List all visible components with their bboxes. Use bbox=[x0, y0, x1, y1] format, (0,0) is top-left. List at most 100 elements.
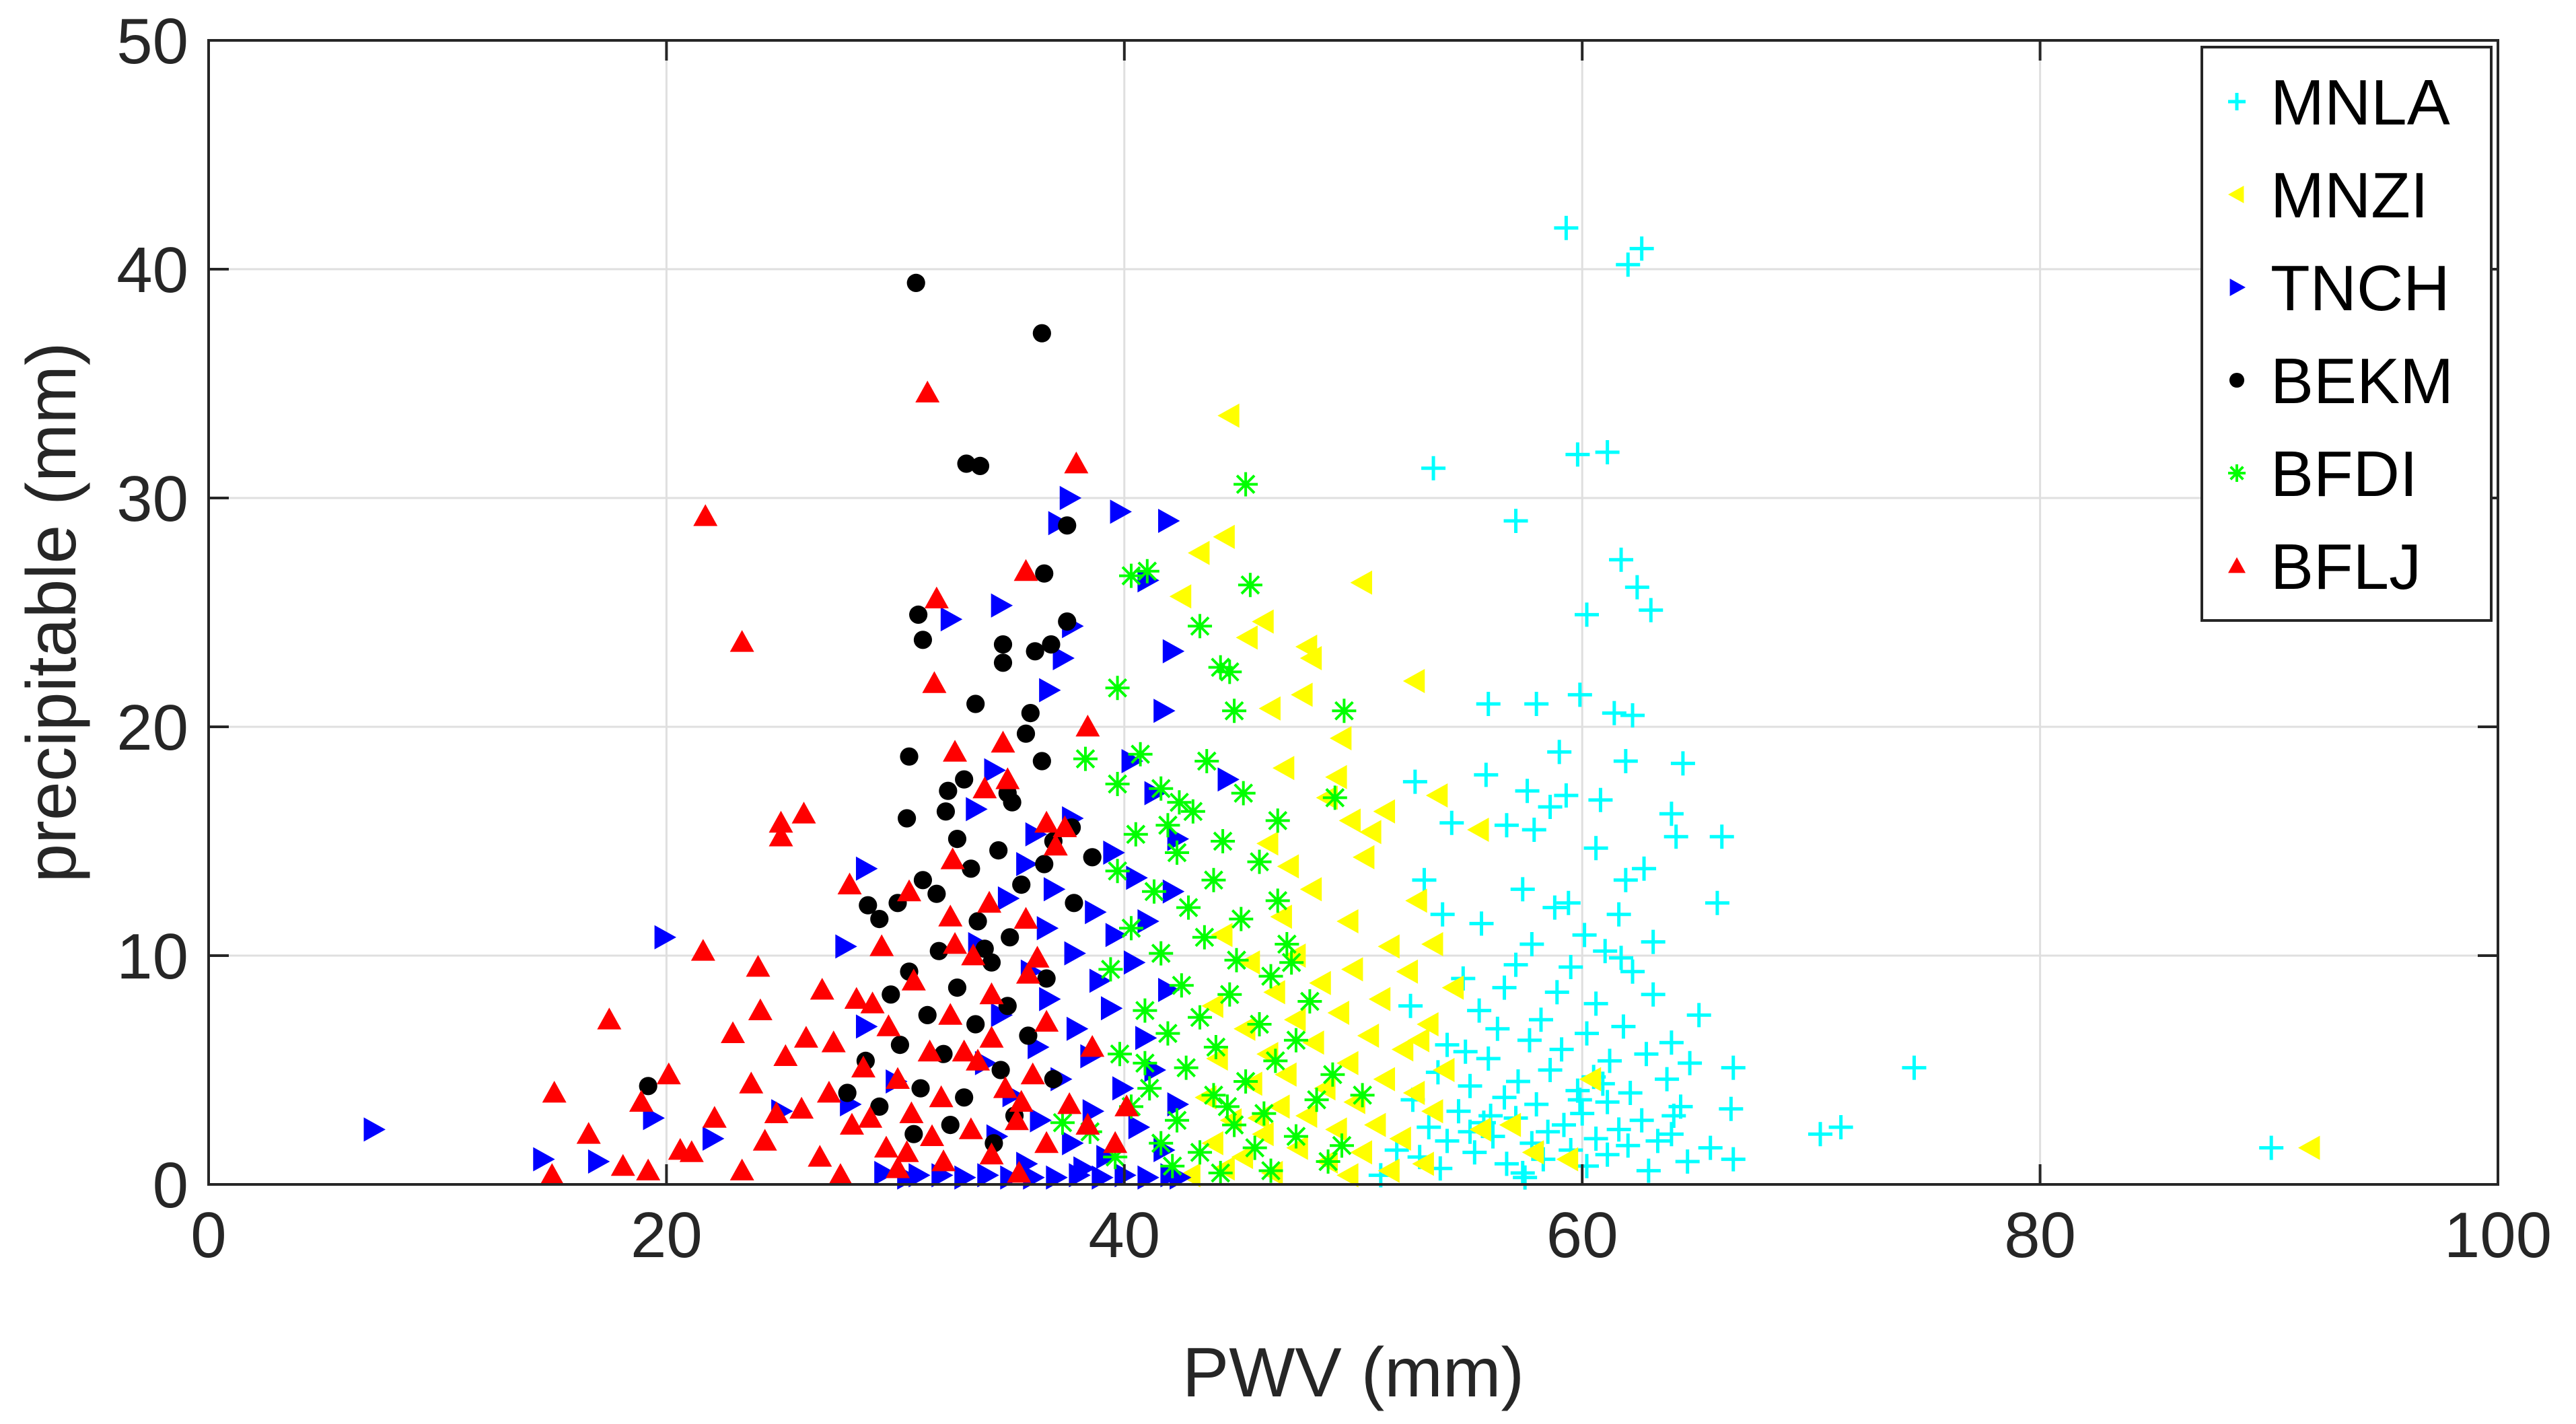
data-point bbox=[1389, 1127, 1411, 1151]
legend-label: TNCH bbox=[2270, 252, 2450, 324]
data-point bbox=[1169, 973, 1194, 998]
data-point bbox=[1133, 1051, 1157, 1075]
data-point bbox=[1042, 635, 1061, 654]
data-point bbox=[1275, 932, 1299, 956]
x-tick-label: 60 bbox=[1546, 1199, 1618, 1271]
data-point bbox=[1158, 978, 1180, 1002]
grid bbox=[209, 40, 2498, 1184]
data-point bbox=[1595, 440, 1620, 464]
data-point bbox=[1378, 934, 1400, 959]
data-point bbox=[1538, 795, 1563, 819]
legend-item: MNZI bbox=[2228, 159, 2429, 232]
data-point bbox=[1613, 867, 1638, 892]
data-point bbox=[1609, 946, 1634, 970]
data-point bbox=[1556, 1147, 1579, 1172]
data-point bbox=[993, 635, 1013, 654]
data-point bbox=[1588, 787, 1613, 812]
data-point bbox=[1583, 991, 1608, 1016]
x-axis-title: PWV (mm) bbox=[1182, 1334, 1524, 1412]
data-point bbox=[838, 1083, 857, 1102]
data-point bbox=[957, 454, 976, 473]
data-point bbox=[1263, 980, 1285, 1005]
y-tick-label: 20 bbox=[116, 692, 188, 764]
data-point bbox=[1108, 1042, 1132, 1067]
data-point bbox=[1149, 776, 1174, 801]
data-point bbox=[1052, 646, 1075, 670]
data-point bbox=[808, 1145, 832, 1167]
data-point bbox=[1474, 762, 1499, 787]
data-point bbox=[576, 1122, 601, 1144]
data-point bbox=[764, 1101, 789, 1123]
data-point bbox=[1624, 575, 1649, 600]
data-point bbox=[1013, 559, 1038, 581]
data-point bbox=[1064, 452, 1089, 474]
data-point bbox=[1396, 959, 1419, 984]
data-point bbox=[1364, 1112, 1386, 1137]
x-tick-label: 20 bbox=[631, 1199, 703, 1271]
y-tick-label: 30 bbox=[116, 463, 188, 535]
data-point bbox=[1402, 669, 1425, 693]
data-point bbox=[1043, 877, 1066, 902]
data-point bbox=[828, 1163, 853, 1185]
data-point bbox=[939, 781, 958, 800]
data-point bbox=[1698, 1135, 1723, 1160]
data-point bbox=[1110, 499, 1132, 524]
data-point bbox=[693, 504, 718, 526]
data-point bbox=[991, 1003, 1013, 1028]
data-point bbox=[1275, 1062, 1297, 1087]
data-point bbox=[961, 944, 986, 966]
series-mnzi bbox=[1169, 403, 2320, 1188]
data-point bbox=[1103, 841, 1125, 865]
data-point bbox=[1467, 998, 1492, 1023]
data-point bbox=[1332, 699, 1357, 723]
data-point bbox=[1412, 1151, 1434, 1176]
legend-marker bbox=[2229, 279, 2246, 296]
data-point bbox=[1678, 1051, 1703, 1075]
data-point bbox=[1606, 1117, 1631, 1142]
data-point bbox=[1016, 852, 1038, 876]
data-point bbox=[1510, 1161, 1535, 1185]
data-point bbox=[1034, 810, 1059, 833]
legend-item: BFDI bbox=[2228, 438, 2418, 510]
data-point bbox=[1160, 1153, 1185, 1178]
data-point bbox=[1391, 1037, 1414, 1062]
legend-marker bbox=[2228, 557, 2246, 573]
data-point bbox=[1025, 946, 1050, 968]
data-point bbox=[1167, 1092, 1190, 1116]
data-point bbox=[1133, 998, 1157, 1023]
data-point bbox=[1567, 682, 1592, 707]
data-point bbox=[1026, 642, 1044, 661]
data-point bbox=[966, 1015, 985, 1034]
data-point bbox=[998, 997, 1017, 1016]
data-point bbox=[1213, 524, 1235, 549]
data-point bbox=[816, 1081, 841, 1103]
data-point bbox=[975, 939, 994, 958]
data-point bbox=[1073, 746, 1098, 771]
data-point bbox=[1025, 822, 1048, 847]
data-point bbox=[918, 1005, 937, 1024]
data-point bbox=[1114, 1094, 1139, 1116]
data-point bbox=[1602, 701, 1626, 725]
data-point bbox=[768, 824, 793, 847]
data-point bbox=[1554, 783, 1579, 808]
data-point bbox=[1675, 1149, 1700, 1174]
data-point bbox=[1268, 1094, 1290, 1119]
data-point bbox=[1430, 902, 1455, 927]
data-point bbox=[1663, 824, 1688, 849]
data-point bbox=[835, 934, 857, 959]
data-point bbox=[844, 987, 869, 1009]
legend-marker bbox=[2228, 464, 2246, 482]
data-point bbox=[874, 1161, 896, 1185]
data-point bbox=[1632, 856, 1657, 881]
data-point bbox=[979, 982, 1004, 1005]
data-point bbox=[1192, 925, 1217, 950]
data-point bbox=[1485, 1016, 1510, 1041]
data-point bbox=[855, 1014, 878, 1039]
data-point bbox=[991, 730, 1015, 753]
data-point bbox=[906, 273, 925, 292]
data-point bbox=[1709, 824, 1734, 849]
data-point bbox=[1224, 948, 1249, 972]
data-point bbox=[901, 968, 926, 991]
data-point bbox=[1123, 822, 1148, 847]
data-point bbox=[1721, 1147, 1746, 1172]
